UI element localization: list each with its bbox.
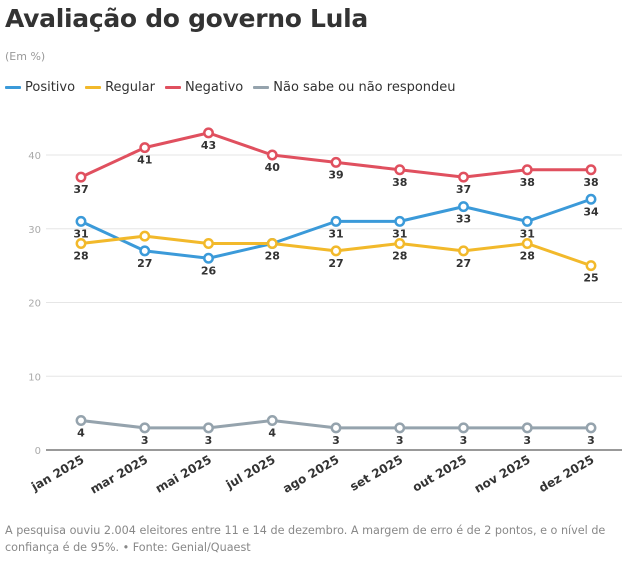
x-tick-label: mai 2025 (153, 452, 214, 495)
data-point (585, 193, 597, 205)
y-tick-label: 20 (28, 299, 41, 310)
data-label: 41 (137, 154, 152, 167)
chart-subtitle: (Em %) (5, 50, 46, 63)
y-tick-label: 0 (35, 446, 41, 457)
data-point (75, 238, 87, 249)
data-label: 4 (77, 427, 85, 440)
data-point (458, 201, 469, 213)
source-note: A pesquisa ouviu 2.004 eleitores entre 1… (5, 524, 606, 554)
data-label: 37 (73, 183, 88, 196)
data-label: 34 (583, 205, 599, 218)
data-point (139, 142, 151, 154)
legend-item-2[interactable]: Negativo (164, 80, 244, 95)
legend-item-3[interactable]: Não sabe ou não respondeu (253, 80, 456, 95)
legend-label: Positivo (25, 80, 76, 95)
legend-swatch (253, 86, 270, 89)
data-label: 3 (460, 434, 468, 447)
data-point (521, 422, 533, 434)
legend: Positivo Regular Negativo Não sabe ou não r… (5, 80, 456, 95)
data-point (266, 238, 278, 249)
data-point (139, 422, 151, 434)
data-label: 31 (392, 227, 407, 240)
data-point (203, 252, 214, 264)
data-point (266, 415, 278, 426)
x-tick-label: out 2025 (410, 452, 469, 494)
x-tick-label: dez 2025 (536, 452, 596, 495)
legend-swatch (164, 86, 181, 89)
data-label: 3 (332, 434, 340, 447)
data-point (330, 215, 342, 227)
x-tick-label: set 2025 (348, 452, 406, 493)
y-tick-label: 40 (28, 151, 41, 162)
data-point (458, 171, 469, 183)
data-point (585, 422, 597, 434)
data-label: 38 (392, 176, 407, 189)
data-label: 43 (201, 139, 216, 152)
legend-label: Regular (105, 80, 155, 95)
legend-item-0[interactable]: Positivo (5, 80, 75, 95)
data-label: 38 (583, 176, 598, 189)
data-point (330, 422, 342, 434)
data-point (75, 415, 87, 426)
data-point (203, 422, 214, 434)
data-label: 28 (73, 250, 88, 263)
data-point (139, 245, 151, 257)
data-point (203, 127, 214, 139)
data-label: 25 (583, 272, 598, 285)
data-label: 3 (523, 434, 531, 447)
x-tick-label: jan 2025 (28, 452, 86, 494)
data-point (521, 238, 533, 249)
data-point (585, 260, 597, 272)
data-label: 40 (265, 161, 281, 174)
line-chart: 0 10 20 30 40 jan 2025 mar 2025 mai 2025 jul 202… (28, 127, 622, 497)
data-label: 27 (456, 257, 471, 270)
data-label: 38 (520, 176, 535, 189)
data-label: 31 (328, 227, 343, 240)
data-label: 31 (520, 227, 535, 240)
chart-title: Avaliação do governo Lula (5, 4, 368, 33)
y-tick-label: 30 (28, 225, 41, 236)
x-tick-label: jul 2025 (223, 452, 278, 492)
data-label: 39 (328, 168, 343, 181)
data-label: 28 (392, 250, 407, 263)
data-label: 33 (456, 213, 471, 226)
data-point (394, 215, 406, 227)
x-tick-label: ago 2025 (280, 452, 341, 495)
data-point (75, 171, 87, 183)
data-label: 28 (520, 250, 535, 263)
data-point (521, 164, 533, 176)
data-point (521, 215, 533, 227)
data-point (458, 245, 469, 257)
data-label: 3 (205, 434, 213, 447)
legend-swatch (5, 86, 21, 89)
x-tick-label: mar 2025 (88, 452, 151, 496)
data-point (394, 238, 406, 249)
data-label: 31 (73, 227, 88, 240)
data-label: 27 (137, 257, 152, 270)
legend-label: Não sabe ou não respondeu (273, 80, 456, 95)
data-point (203, 238, 214, 249)
data-label: 26 (201, 264, 217, 277)
data-point (75, 215, 87, 227)
data-label: 27 (328, 257, 343, 270)
legend-swatch (85, 86, 102, 89)
data-point (458, 422, 469, 434)
data-label: 3 (141, 434, 149, 447)
data-point (394, 164, 406, 176)
data-point (266, 149, 278, 161)
data-point (585, 164, 597, 176)
legend-label: Negativo (184, 80, 244, 95)
data-label: 3 (587, 434, 595, 447)
data-label: 28 (265, 250, 280, 263)
data-point (139, 230, 151, 242)
y-tick-label: 10 (28, 372, 41, 383)
x-tick-label: nov 2025 (472, 452, 533, 495)
data-label: 37 (456, 183, 471, 196)
data-point (330, 245, 342, 257)
data-point (394, 422, 406, 434)
legend-item-1[interactable]: Regular (85, 80, 155, 95)
data-label: 3 (396, 434, 404, 447)
data-point (330, 156, 342, 168)
data-label: 4 (268, 427, 276, 440)
